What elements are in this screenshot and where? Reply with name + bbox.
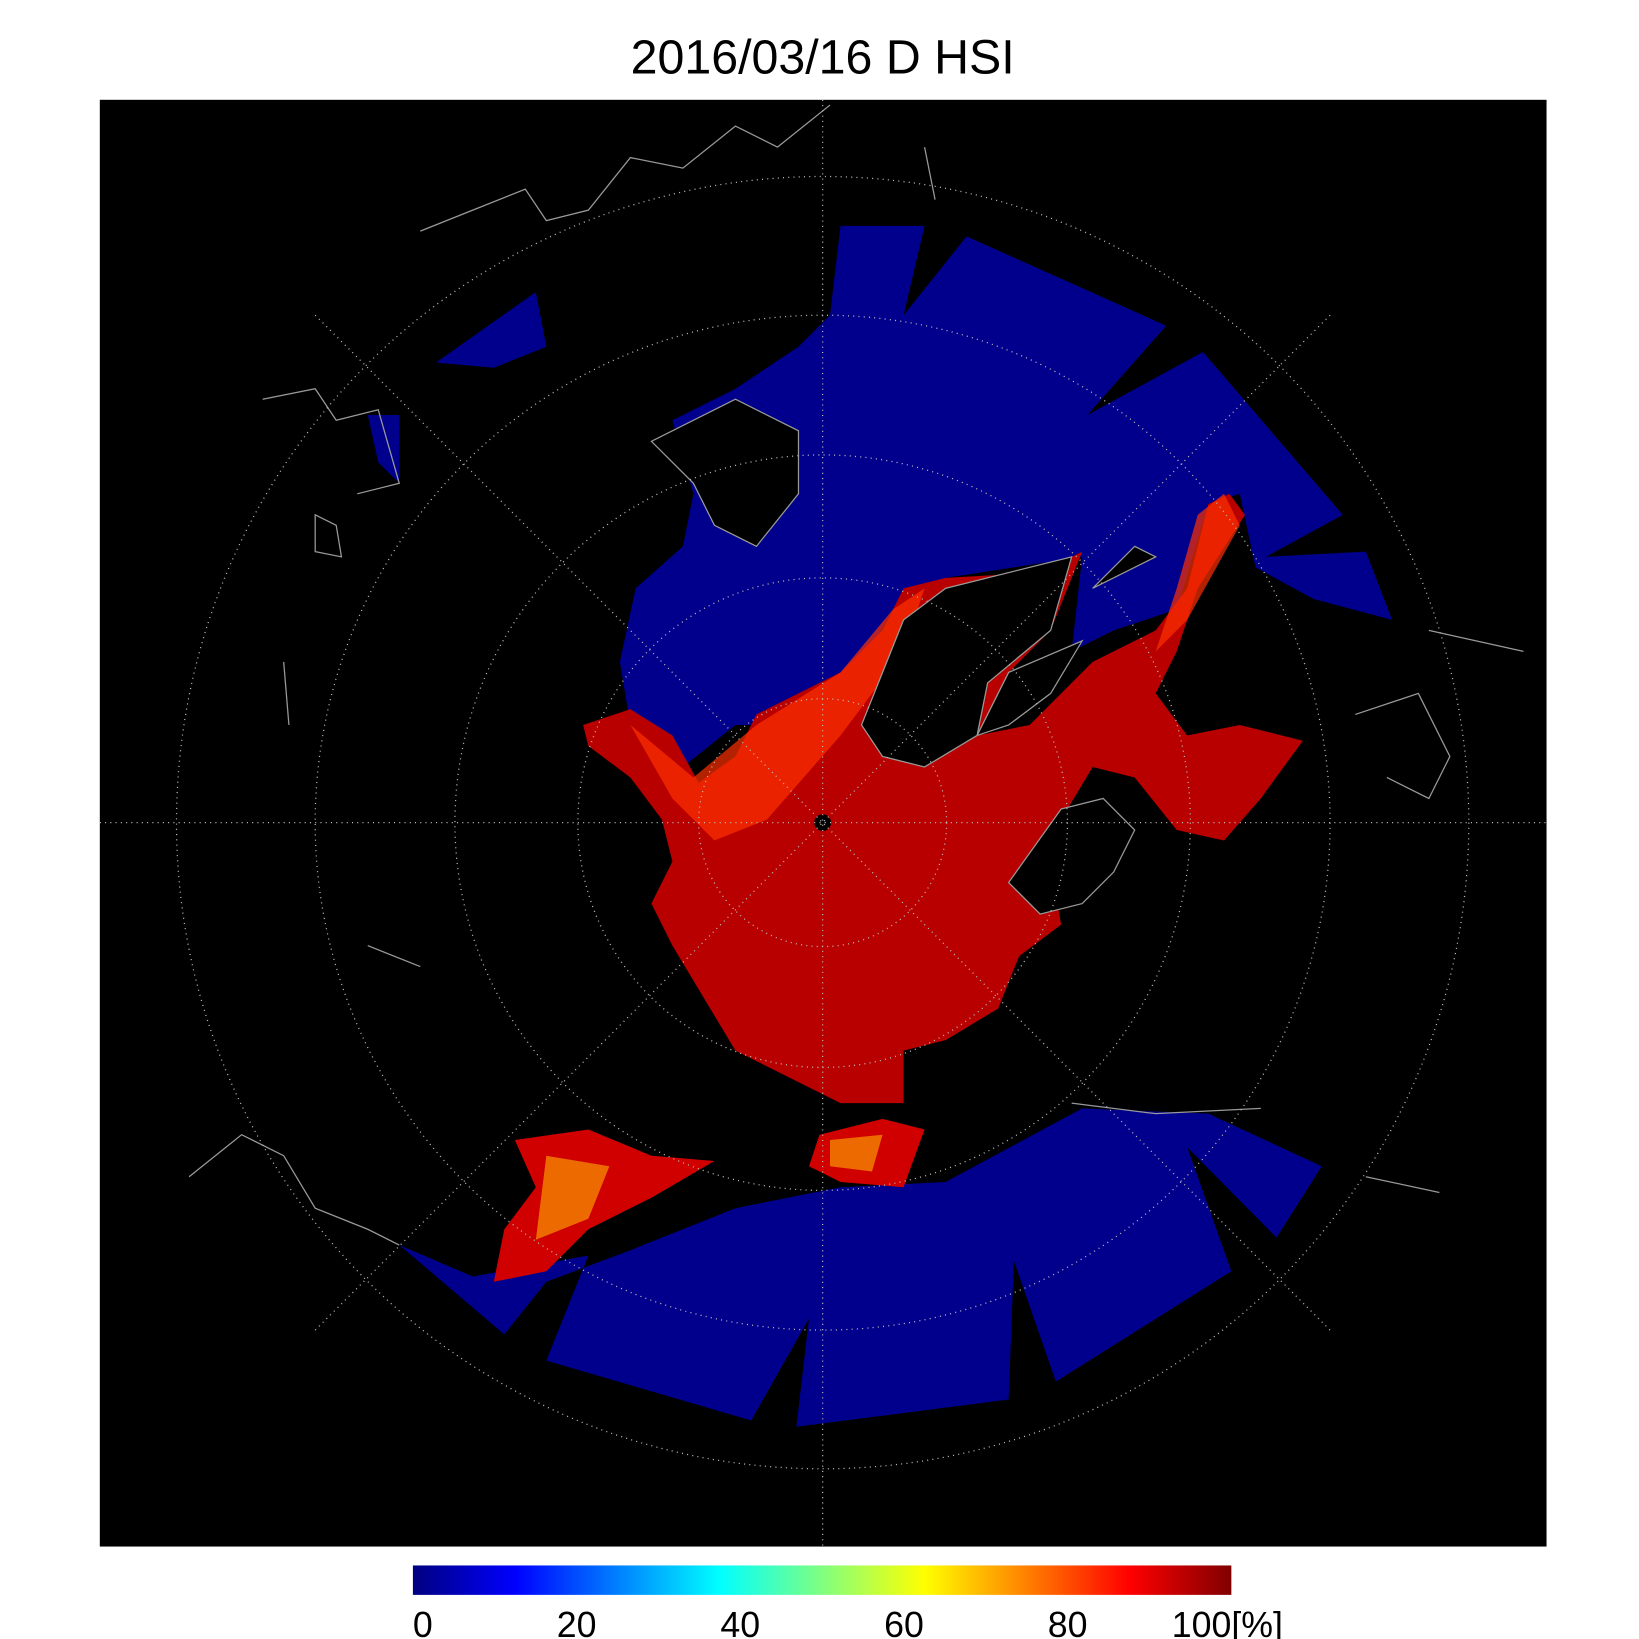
sea-ice-margin xyxy=(535,1134,883,1240)
open-water xyxy=(367,292,547,484)
pole-hole xyxy=(814,814,832,832)
sea-ice xyxy=(493,1118,925,1282)
open-water xyxy=(399,1108,1322,1427)
colorbar-tick-label: 20 xyxy=(557,1605,597,1639)
colorbar-tick-label: 60 xyxy=(884,1605,924,1639)
colorbar-scale xyxy=(412,1565,1232,1595)
graticule xyxy=(99,99,1547,1547)
colorbar: 0 20 40 60 80 100 [%] xyxy=(412,1565,1283,1639)
colorbar-tick-label: 0 xyxy=(413,1605,433,1639)
land xyxy=(650,398,1158,915)
sea-ice xyxy=(583,493,1303,1104)
open-water xyxy=(619,225,1393,767)
colorbar-tick-label: 100 xyxy=(1172,1605,1232,1639)
coastline xyxy=(188,104,1524,1246)
sea-ice-margin xyxy=(630,493,1240,841)
colorbar-tick-label: 80 xyxy=(1048,1605,1088,1639)
colorbar-tick-label: 40 xyxy=(720,1605,760,1639)
map-title: 2016/03/16 D HSI xyxy=(631,31,1015,85)
map xyxy=(99,99,1547,1547)
colorbar-unit: [%] xyxy=(1231,1605,1283,1639)
